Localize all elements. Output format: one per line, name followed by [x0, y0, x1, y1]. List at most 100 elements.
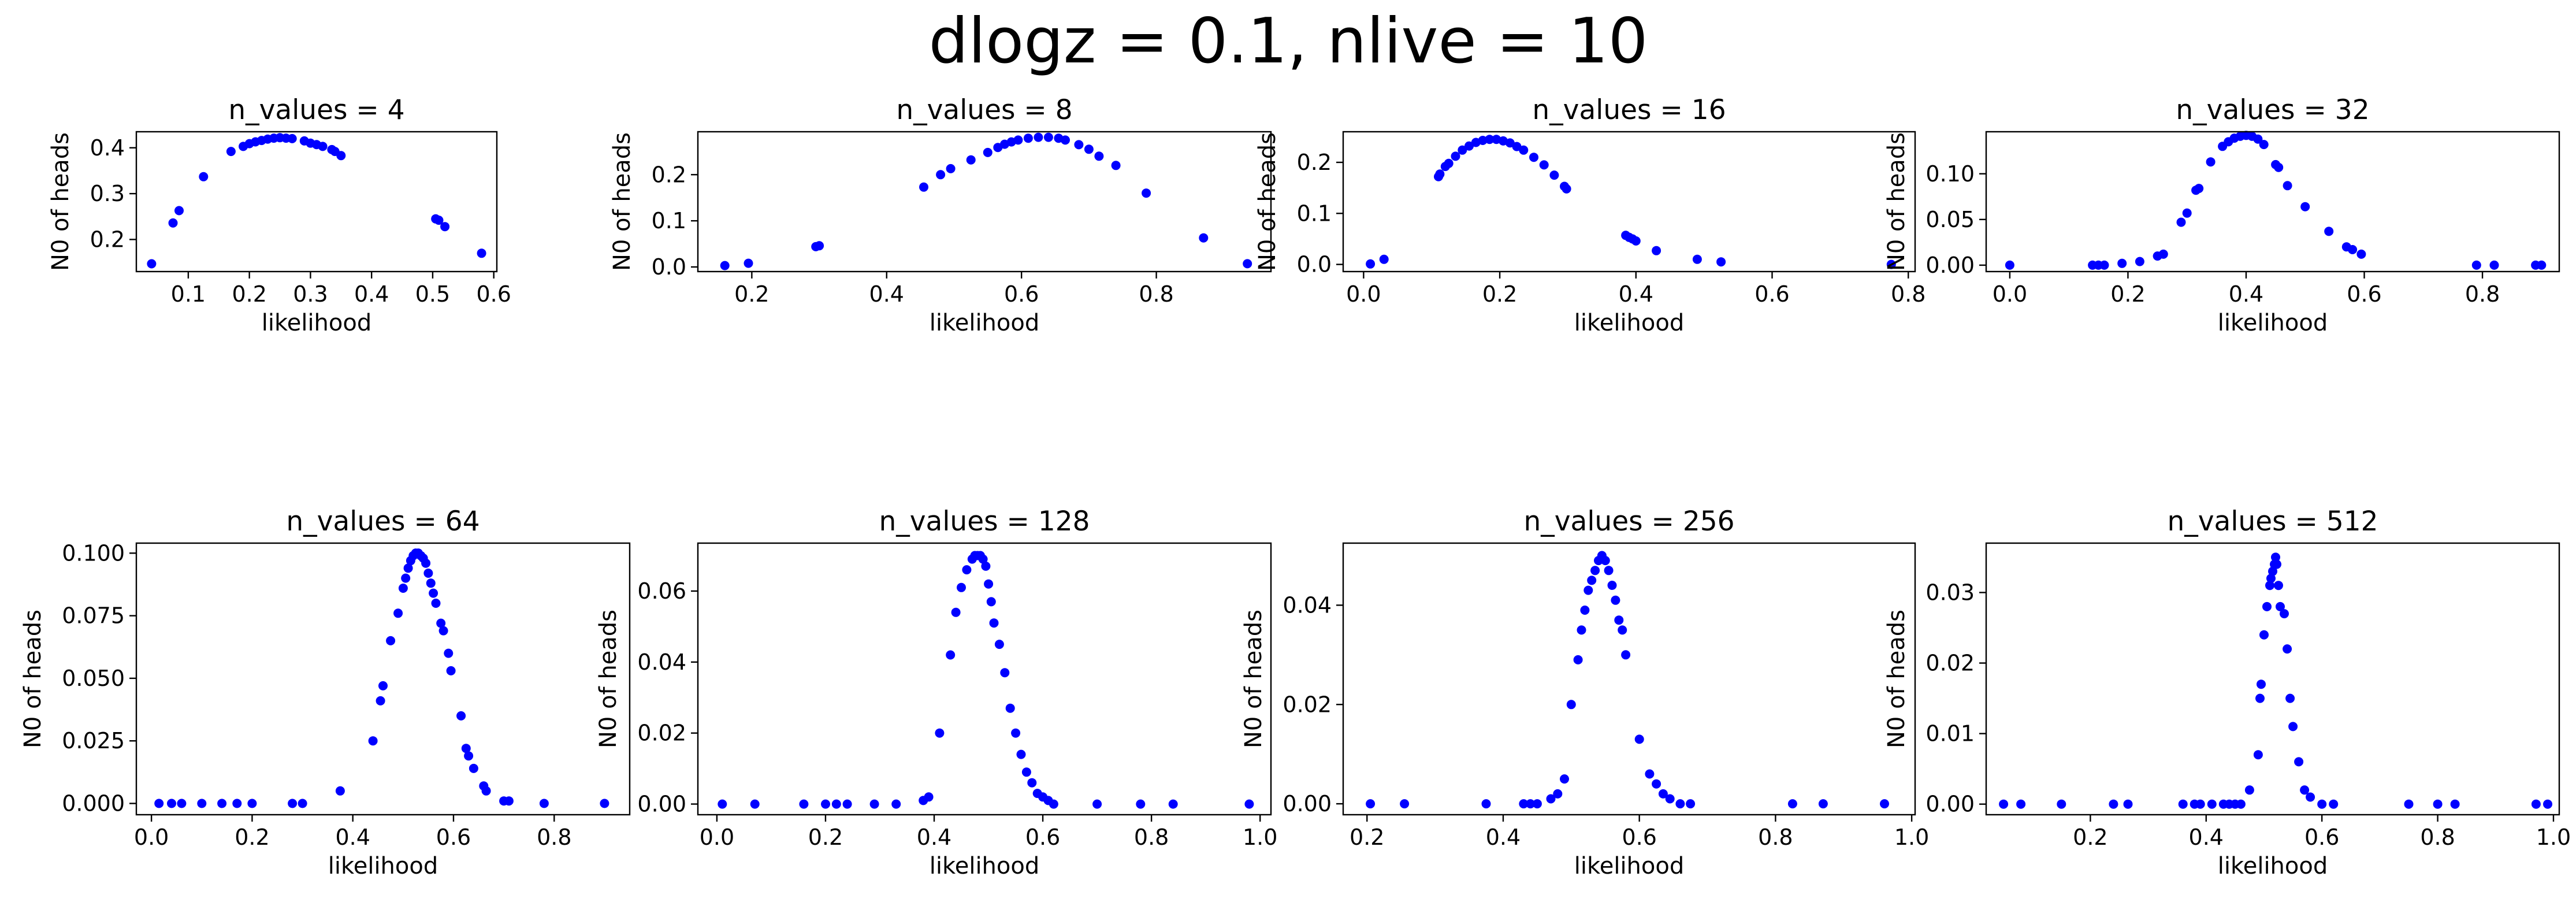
data-point — [1400, 799, 1410, 809]
data-point — [298, 799, 307, 808]
axes-frame — [1342, 542, 1916, 816]
data-point — [2274, 162, 2284, 172]
data-point — [1011, 728, 1021, 738]
data-point — [2178, 799, 2188, 809]
data-point — [1999, 799, 2009, 809]
data-point — [1094, 151, 1104, 161]
data-point — [2123, 799, 2133, 809]
subplot-title: n_values = 64 — [286, 506, 479, 537]
data-point — [1034, 132, 1043, 142]
x-tick-label: 1.0 — [1894, 825, 1929, 850]
x-tick-label: 0.2 — [232, 281, 266, 307]
y-axis-label: N0 of heads — [47, 132, 74, 271]
data-point — [2329, 799, 2339, 809]
data-point — [1464, 141, 1474, 151]
data-point — [1526, 799, 1536, 809]
data-point — [842, 799, 852, 809]
data-point — [1084, 144, 1094, 154]
data-point — [831, 799, 841, 809]
y-axis-label: N0 of heads — [609, 132, 635, 271]
data-point — [1519, 799, 1529, 809]
x-tick-label: 1.0 — [2536, 825, 2571, 850]
data-point — [1016, 749, 1026, 759]
data-point — [1634, 734, 1644, 744]
x-tick-label: 0.8 — [1139, 281, 1173, 307]
data-point — [167, 799, 176, 808]
data-point — [1652, 779, 1661, 789]
data-point — [2265, 581, 2274, 591]
subplot-3: 0.0 0.2 0.4 0.6 0.8 0.0 0.1 0.2 n_values = 16 lik… — [1254, 94, 1926, 336]
y-axis-label: N0 of heads — [1254, 132, 1281, 271]
y-tick-label: 0.03 — [1926, 580, 1975, 605]
data-point — [438, 626, 448, 636]
data-point — [197, 799, 207, 808]
data-point — [1168, 799, 1178, 809]
subplot-7: 0.2 0.4 0.6 0.8 1.00.000.020.04n_values = 25… — [1240, 506, 1929, 879]
data-point — [1607, 581, 1617, 590]
data-point — [946, 650, 956, 660]
data-point — [436, 618, 446, 628]
data-point — [1199, 233, 1209, 243]
data-point — [924, 792, 934, 802]
data-point — [2317, 799, 2327, 809]
data-point — [2135, 257, 2144, 266]
data-point — [226, 147, 236, 157]
data-point — [401, 573, 411, 583]
data-point — [1566, 700, 1576, 710]
x-tick-label: 0.6 — [2347, 281, 2381, 307]
data-point — [2404, 799, 2414, 809]
subplot-title: n_values = 128 — [879, 506, 1090, 537]
data-point — [2206, 157, 2216, 167]
y-tick-label: 0.01 — [1926, 721, 1975, 747]
x-tick-label: 0.0 — [134, 825, 169, 850]
x-tick-label: 0.8 — [2420, 825, 2455, 850]
data-point — [1787, 799, 1797, 809]
data-point — [2271, 552, 2280, 562]
x-tick-label: 0.8 — [537, 825, 571, 850]
data-point — [2537, 260, 2547, 270]
data-point — [1880, 799, 1889, 809]
subplot-grid: 0.1 0.2 0.3 0.4 0.5 0.6 0.2 0.3 0.4 n_values = 4 l… — [20, 94, 2571, 879]
data-point — [481, 786, 491, 796]
data-point — [2300, 202, 2310, 211]
figure-title: dlogz = 0.1, nlive = 10 — [929, 5, 1648, 77]
x-axis-label: likelihood — [2218, 310, 2328, 336]
data-point — [2489, 260, 2499, 270]
data-point — [2057, 799, 2066, 809]
data-point — [440, 222, 450, 232]
data-point — [247, 799, 257, 808]
data-point — [1505, 138, 1515, 148]
data-point — [539, 799, 549, 808]
data-point — [962, 565, 972, 575]
y-tick-label: 0.02 — [637, 721, 686, 746]
x-axis-label: likelihood — [1574, 310, 1685, 336]
data-point — [431, 599, 441, 608]
data-point — [398, 584, 408, 593]
data-point — [378, 681, 388, 690]
data-point — [426, 578, 436, 588]
data-point — [1658, 789, 1668, 799]
data-point — [1818, 799, 1828, 809]
data-point — [1621, 650, 1631, 660]
data-point — [386, 636, 396, 645]
subplot-title: n_values = 32 — [2176, 94, 2369, 126]
data-point — [287, 133, 297, 143]
data-point — [393, 608, 403, 618]
data-point — [799, 799, 809, 809]
data-point — [2471, 260, 2481, 270]
y-tick-label: 0.02 — [1283, 692, 1332, 717]
x-tick-label: 0.2 — [1482, 281, 1517, 307]
data-point — [1481, 799, 1491, 809]
axes-frame — [135, 131, 498, 273]
data-point — [1485, 135, 1495, 144]
data-point — [984, 579, 994, 589]
data-point — [1549, 170, 1559, 180]
data-point — [1061, 135, 1070, 145]
data-point — [464, 751, 474, 761]
data-point — [2288, 722, 2298, 732]
y-tick-label: 0.3 — [90, 181, 125, 206]
x-tick-label: 0.2 — [2110, 281, 2145, 307]
data-point — [1590, 566, 1600, 575]
data-point — [891, 799, 901, 809]
subplot-title: n_values = 4 — [228, 94, 404, 126]
